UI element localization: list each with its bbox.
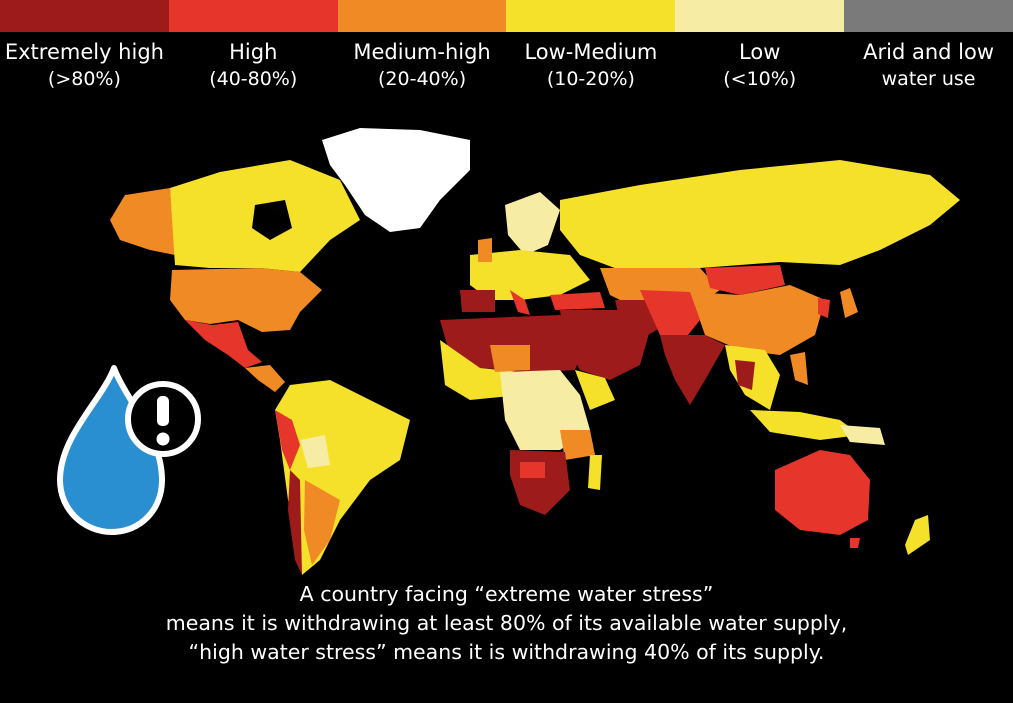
region-indonesia [750, 410, 860, 440]
region-turkey [550, 292, 605, 310]
region-southern-africa [510, 450, 570, 515]
caption-line-2: means it is withdrawing at least 80% of … [165, 611, 848, 635]
region-west-africa [440, 340, 520, 400]
water-drop-icon [57, 365, 201, 535]
region-hudson-bay [252, 200, 292, 240]
legend-swatch-extremely-high [0, 0, 169, 32]
region-tasmania [850, 538, 860, 548]
region-afghanistan-pakistan [640, 290, 700, 345]
legend-swatch-low [675, 0, 845, 32]
region-uk [478, 238, 492, 262]
region-thailand [735, 360, 755, 390]
legend-label-medium-high: Medium-high (20-40%) [353, 40, 491, 90]
legend-color-bar [0, 0, 1013, 32]
legend-labels: Extremely high (>80%) High (40-80%) Medi… [0, 38, 1013, 92]
region-botswana [520, 462, 545, 478]
legend-label-extremely-high: Extremely high (>80%) [4, 40, 164, 90]
legend-swatch-low-medium [506, 0, 676, 32]
region-korea [818, 298, 830, 318]
region-alaska [110, 188, 175, 255]
region-scandinavia [505, 192, 560, 255]
caption-line-1: A country facing “extreme water stress” [299, 582, 714, 606]
region-horn-of-africa [575, 370, 615, 410]
caption-line-3: “high water stress” means it is withdraw… [188, 640, 825, 664]
region-argentina [304, 480, 340, 565]
region-east-africa [560, 430, 595, 460]
region-greenland [322, 128, 470, 232]
world-water-stress-map [110, 128, 960, 575]
region-mexico [185, 320, 262, 368]
exclamation-icon [125, 381, 201, 457]
region-europe [470, 250, 590, 300]
region-japan [840, 288, 858, 318]
region-papua [840, 425, 885, 445]
region-niger [490, 345, 530, 372]
region-iberia [460, 290, 495, 312]
region-mongolia [705, 265, 785, 295]
region-philippines [790, 352, 808, 385]
legend-label-high: High (40-80%) [209, 40, 298, 90]
region-india [660, 335, 725, 405]
region-new-zealand [905, 515, 930, 555]
region-russia [560, 160, 960, 270]
region-peru [275, 410, 300, 470]
caption: A country facing “extreme water stress” … [0, 580, 1013, 667]
region-australia [775, 450, 870, 535]
region-chile [288, 470, 302, 575]
legend-label-low: Low (<10%) [723, 40, 797, 90]
legend-swatch-high [168, 0, 338, 32]
region-italy [510, 290, 530, 315]
legend-swatch-arid [844, 0, 1013, 32]
legend-swatch-medium-high [337, 0, 507, 32]
region-north-africa [440, 315, 590, 372]
legend-label-arid: Arid and low water use [863, 40, 994, 90]
legend-label-low-medium: Low-Medium (10-20%) [524, 40, 658, 90]
region-bolivia [300, 435, 330, 468]
region-central-america [245, 365, 285, 392]
region-china [690, 285, 825, 355]
region-usa [170, 268, 322, 332]
region-madagascar [588, 455, 602, 490]
